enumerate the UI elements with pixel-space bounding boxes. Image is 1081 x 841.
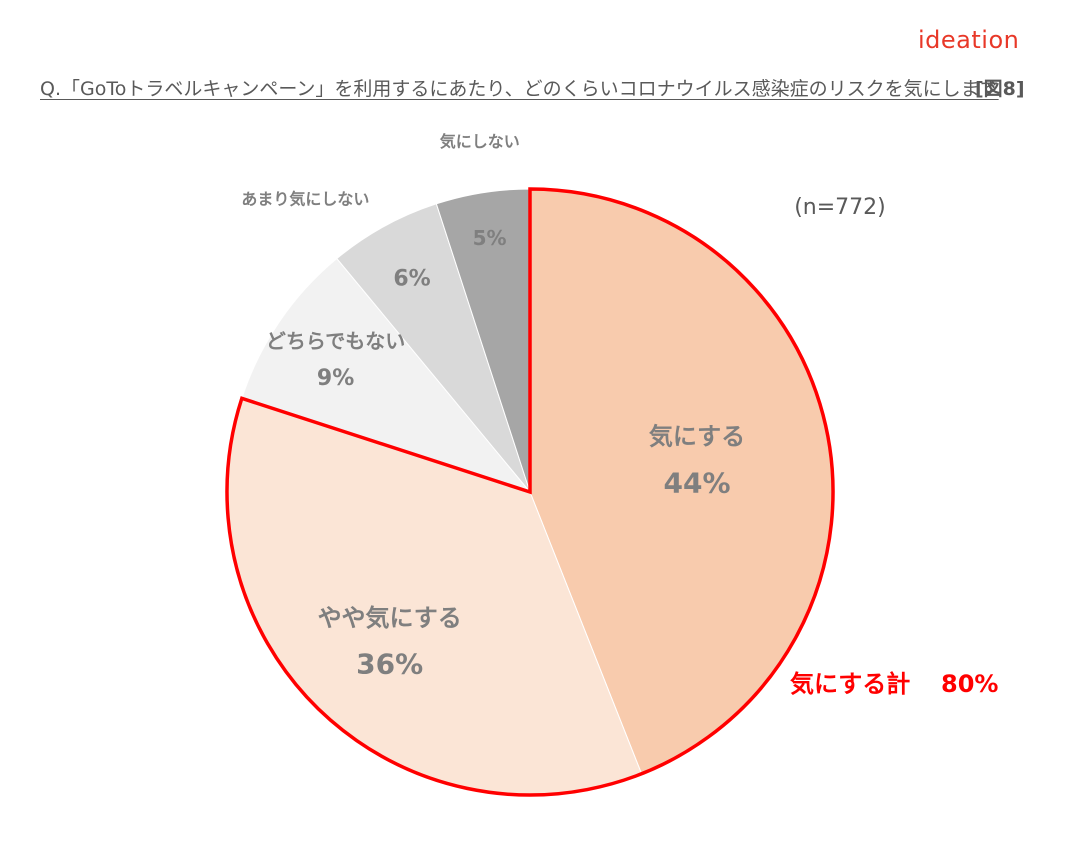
- highlight-outline: [225, 187, 835, 797]
- slice-label-1: 気にする: [649, 423, 745, 451]
- sample-size-label: (n=772): [794, 195, 886, 220]
- slice-label-3: どちらでもない: [266, 329, 405, 353]
- slice-value-5: 5%: [473, 226, 507, 250]
- ideation-logo: ideation: [918, 26, 1020, 54]
- slice-label-2: やや気にする: [318, 604, 462, 632]
- highlight-total-label: 気にする計: [790, 670, 910, 698]
- slice-label-5: 気にしない: [440, 132, 520, 151]
- pie-slice-3: [241, 257, 532, 494]
- figure-label: [図8]: [975, 78, 1025, 100]
- slice-value-3: 9%: [317, 366, 354, 391]
- highlight-total-value: 80%: [941, 670, 998, 698]
- slice-label-4: あまり気にしない: [241, 190, 369, 209]
- question-title: Q.「GoToトラベルキャンペーン」を利用するにあたり、どのくらいコロナウイルス…: [40, 78, 999, 100]
- slice-value-4: 6%: [393, 266, 430, 291]
- slice-value-2: 36%: [356, 648, 423, 681]
- slice-value-1: 44%: [663, 466, 730, 499]
